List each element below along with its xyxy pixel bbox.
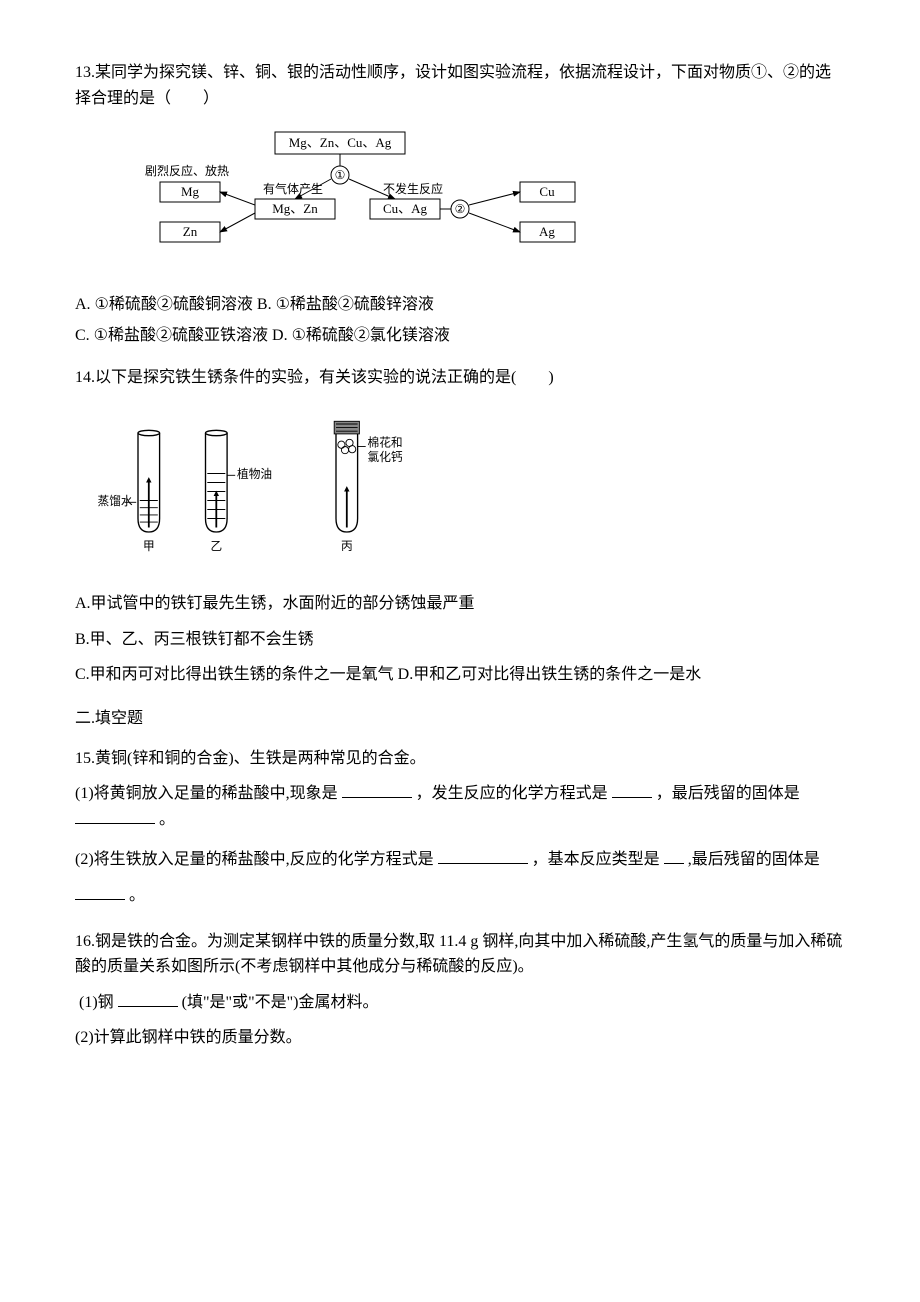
right-label: 不发生反应 [383,181,443,196]
label-jia: 甲 [143,540,155,553]
top-box-text: Mg、Zn、Cu、Ag [289,135,392,150]
label-water: 蒸馏水 [98,494,133,508]
question-13: 13.某同学为探究镁、锌、铜、银的活动性顺序，设计如图实验流程，依据流程设计，下… [75,60,845,349]
blank[interactable] [342,782,412,798]
line-c2-ag [469,213,520,232]
q15-p2d: 。 [129,887,145,904]
q13-diagram: Mg、Zn、Cu、Ag ① 剧烈反应、放热 有气体产生 不发生反应 Mg Zn … [75,127,845,276]
box-cuag-text: Cu、Ag [383,201,428,216]
q15-p2a: (2)将生铁放入足量的稀盐酸中,反应的化学方程式是 [75,851,434,868]
blank[interactable] [118,991,178,1007]
line-mgzn-mg [220,192,255,205]
q14-opt-a: A.甲试管中的铁钉最先生锈，水面附近的部分锈蚀最严重 [75,591,845,617]
q13-stem: 13.某同学为探究镁、锌、铜、银的活动性顺序，设计如图实验流程，依据流程设计，下… [75,60,845,111]
q16-p1b: (填"是"或"不是")金属材料。 [182,994,379,1011]
line-c2-cu [469,192,520,205]
left-label-top: 剧烈反应、放热 [145,163,229,178]
label-cotton-l2: 氯化钙 [368,449,403,463]
section-2-heading: 二.填空题 [75,706,845,732]
label-oil: 植物油 [237,467,272,481]
q14-opt-cd: C.甲和丙可对比得出铁生锈的条件之一是氧气 D.甲和乙可对比得出铁生锈的条件之一… [75,662,845,688]
box-mgzn-text: Mg、Zn [272,201,318,216]
tube-jia: 蒸馏水 甲 [98,430,160,553]
label-yi: 乙 [210,540,222,553]
tubes-svg: 蒸馏水 甲 植物油 乙 [75,407,435,567]
blank[interactable] [612,782,652,798]
blank[interactable] [664,848,684,864]
q14-opt-b: B.甲、乙、丙三根铁钉都不会生锈 [75,627,845,653]
question-14: 14.以下是探究铁生锈条件的实验，有关该实验的说法正确的是( ) 蒸馏水 甲 [75,365,845,688]
q15-p1b: ，发生反应的化学方程式是 [416,785,608,802]
q15-p2b: ，基本反应类型是 [532,851,660,868]
q14-diagram: 蒸馏水 甲 植物油 乙 [75,407,845,576]
q16-p2: (2)计算此钢样中铁的质量分数。 [75,1025,845,1051]
question-15: 15.黄铜(锌和铜的合金)、生铁是两种常见的合金。 (1)将黄铜放入足量的稀盐酸… [75,746,845,913]
circle-2-text: ② [455,202,466,216]
box-mg-text: Mg [181,184,200,199]
circle-1-text: ① [335,168,346,182]
blank[interactable] [75,884,125,900]
q16-p1: (1)钢 (填"是"或"不是")金属材料。 [75,990,845,1016]
box-cu-text: Cu [539,184,555,199]
q15-p2c: ,最后残留的固体是 [688,851,820,868]
box-zn-text: Zn [183,224,198,239]
q16-stem: 16.钢是铁的合金。为测定某钢样中铁的质量分数,取 11.4 g 钢样,向其中加… [75,929,845,980]
q13-options-line1: A. ①稀硫酸②硫酸铜溶液 B. ①稀盐酸②硫酸锌溶液 [75,292,845,318]
blank[interactable] [438,848,528,864]
line-mgzn-zn [220,213,255,232]
q15-stem: 15.黄铜(锌和铜的合金)、生铁是两种常见的合金。 [75,746,845,772]
box-ag-text: Ag [539,224,555,239]
label-cotton-l1: 棉花和 [368,435,403,449]
question-16: 16.钢是铁的合金。为测定某钢样中铁的质量分数,取 11.4 g 钢样,向其中加… [75,929,845,1051]
q15-p1c: ，最后残留的固体是 [656,785,800,802]
label-bing: 丙 [341,540,353,553]
q16-p1a: (1)钢 [79,994,114,1011]
q15-p1: (1)将黄铜放入足量的稀盐酸中,现象是 ，发生反应的化学方程式是 ，最后残留的固… [75,781,845,832]
tube-bing: 棉花和 氯化钙 丙 [334,421,403,553]
flowchart-svg: Mg、Zn、Cu、Ag ① 剧烈反应、放热 有气体产生 不发生反应 Mg Zn … [75,127,595,267]
blank[interactable] [75,808,155,824]
tube-yi: 植物油 乙 [206,430,273,553]
q14-stem: 14.以下是探究铁生锈条件的实验，有关该实验的说法正确的是( ) [75,365,845,391]
q15-p1a: (1)将黄铜放入足量的稀盐酸中,现象是 [75,785,338,802]
q15-p2: (2)将生铁放入足量的稀盐酸中,反应的化学方程式是 ，基本反应类型是 ,最后残留… [75,842,845,912]
q13-options-line2: C. ①稀盐酸②硫酸亚铁溶液 D. ①稀硫酸②氯化镁溶液 [75,323,845,349]
q15-p1d: 。 [159,811,175,828]
